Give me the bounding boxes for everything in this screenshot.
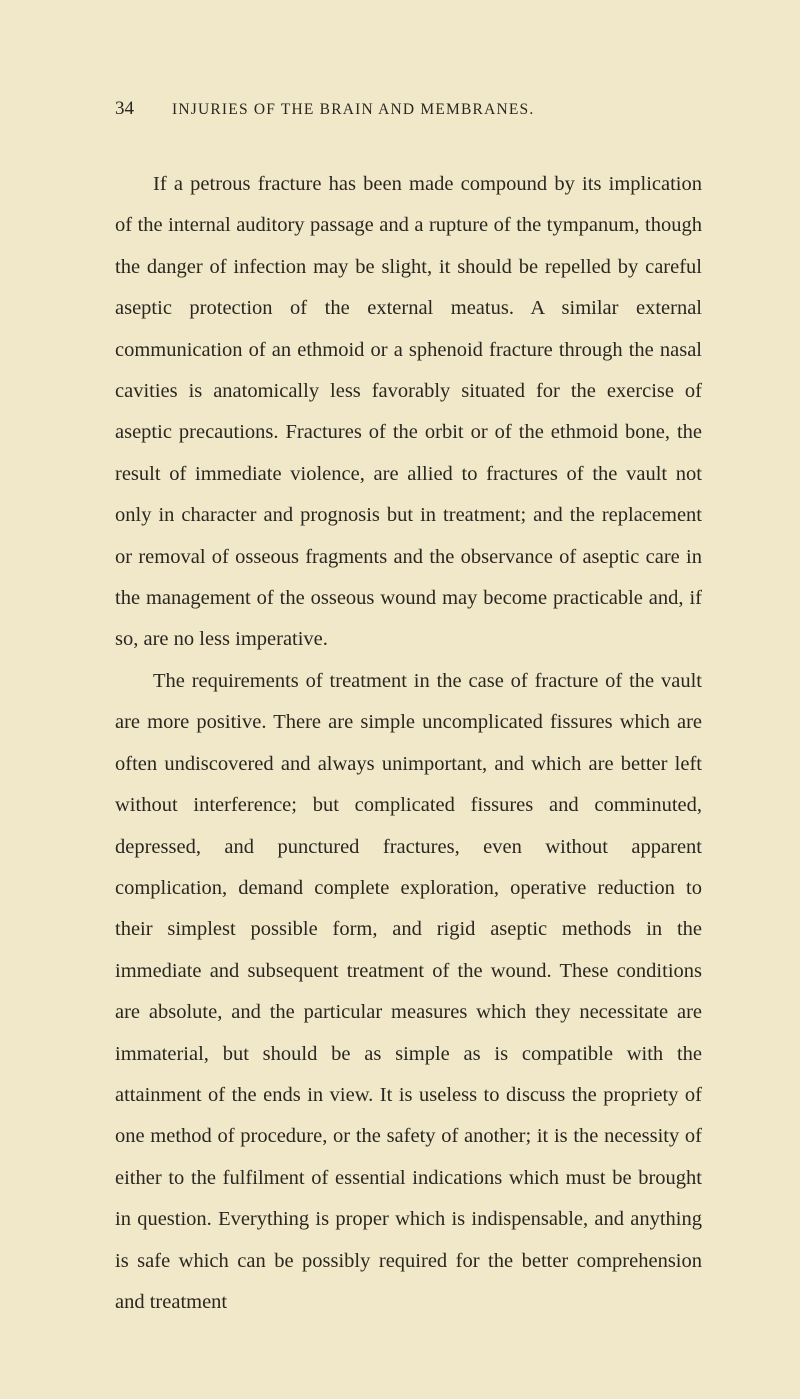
page: 34 INJURIES OF THE BRAIN AND MEMBRANES. …	[0, 0, 800, 1399]
page-header: 34 INJURIES OF THE BRAIN AND MEMBRANES.	[115, 98, 702, 120]
chapter-title: INJURIES OF THE BRAIN AND MEMBRANES.	[172, 101, 534, 119]
paragraph: The requirements of treatment in the cas…	[115, 661, 702, 1324]
paragraph: If a petrous fracture has been made comp…	[115, 164, 702, 661]
page-number: 34	[115, 98, 134, 120]
